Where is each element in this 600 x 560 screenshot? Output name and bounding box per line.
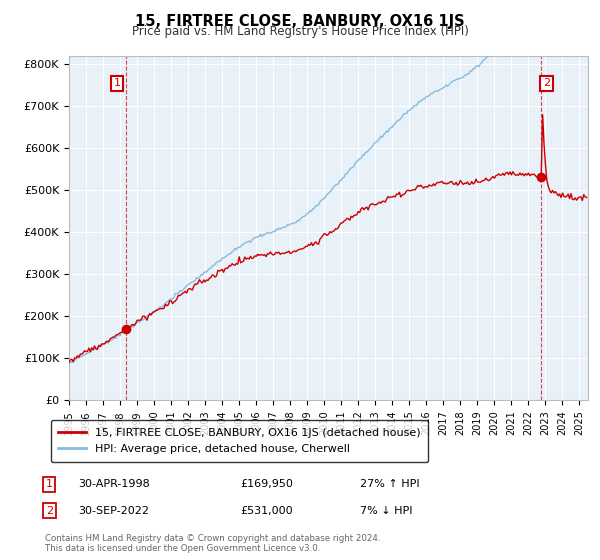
Text: £531,000: £531,000	[240, 506, 293, 516]
Text: £169,950: £169,950	[240, 479, 293, 489]
Text: 1: 1	[46, 479, 53, 489]
Text: 15, FIRTREE CLOSE, BANBURY, OX16 1JS: 15, FIRTREE CLOSE, BANBURY, OX16 1JS	[135, 14, 465, 29]
Text: Price paid vs. HM Land Registry's House Price Index (HPI): Price paid vs. HM Land Registry's House …	[131, 25, 469, 38]
Text: 1: 1	[113, 78, 121, 88]
Text: 30-APR-1998: 30-APR-1998	[78, 479, 150, 489]
Text: 30-SEP-2022: 30-SEP-2022	[78, 506, 149, 516]
Text: 7% ↓ HPI: 7% ↓ HPI	[360, 506, 413, 516]
Text: 2: 2	[543, 78, 550, 88]
Text: 27% ↑ HPI: 27% ↑ HPI	[360, 479, 419, 489]
Text: 2: 2	[46, 506, 53, 516]
Legend: 15, FIRTREE CLOSE, BANBURY, OX16 1JS (detached house), HPI: Average price, detac: 15, FIRTREE CLOSE, BANBURY, OX16 1JS (de…	[50, 420, 428, 462]
Text: Contains HM Land Registry data © Crown copyright and database right 2024.
This d: Contains HM Land Registry data © Crown c…	[45, 534, 380, 553]
